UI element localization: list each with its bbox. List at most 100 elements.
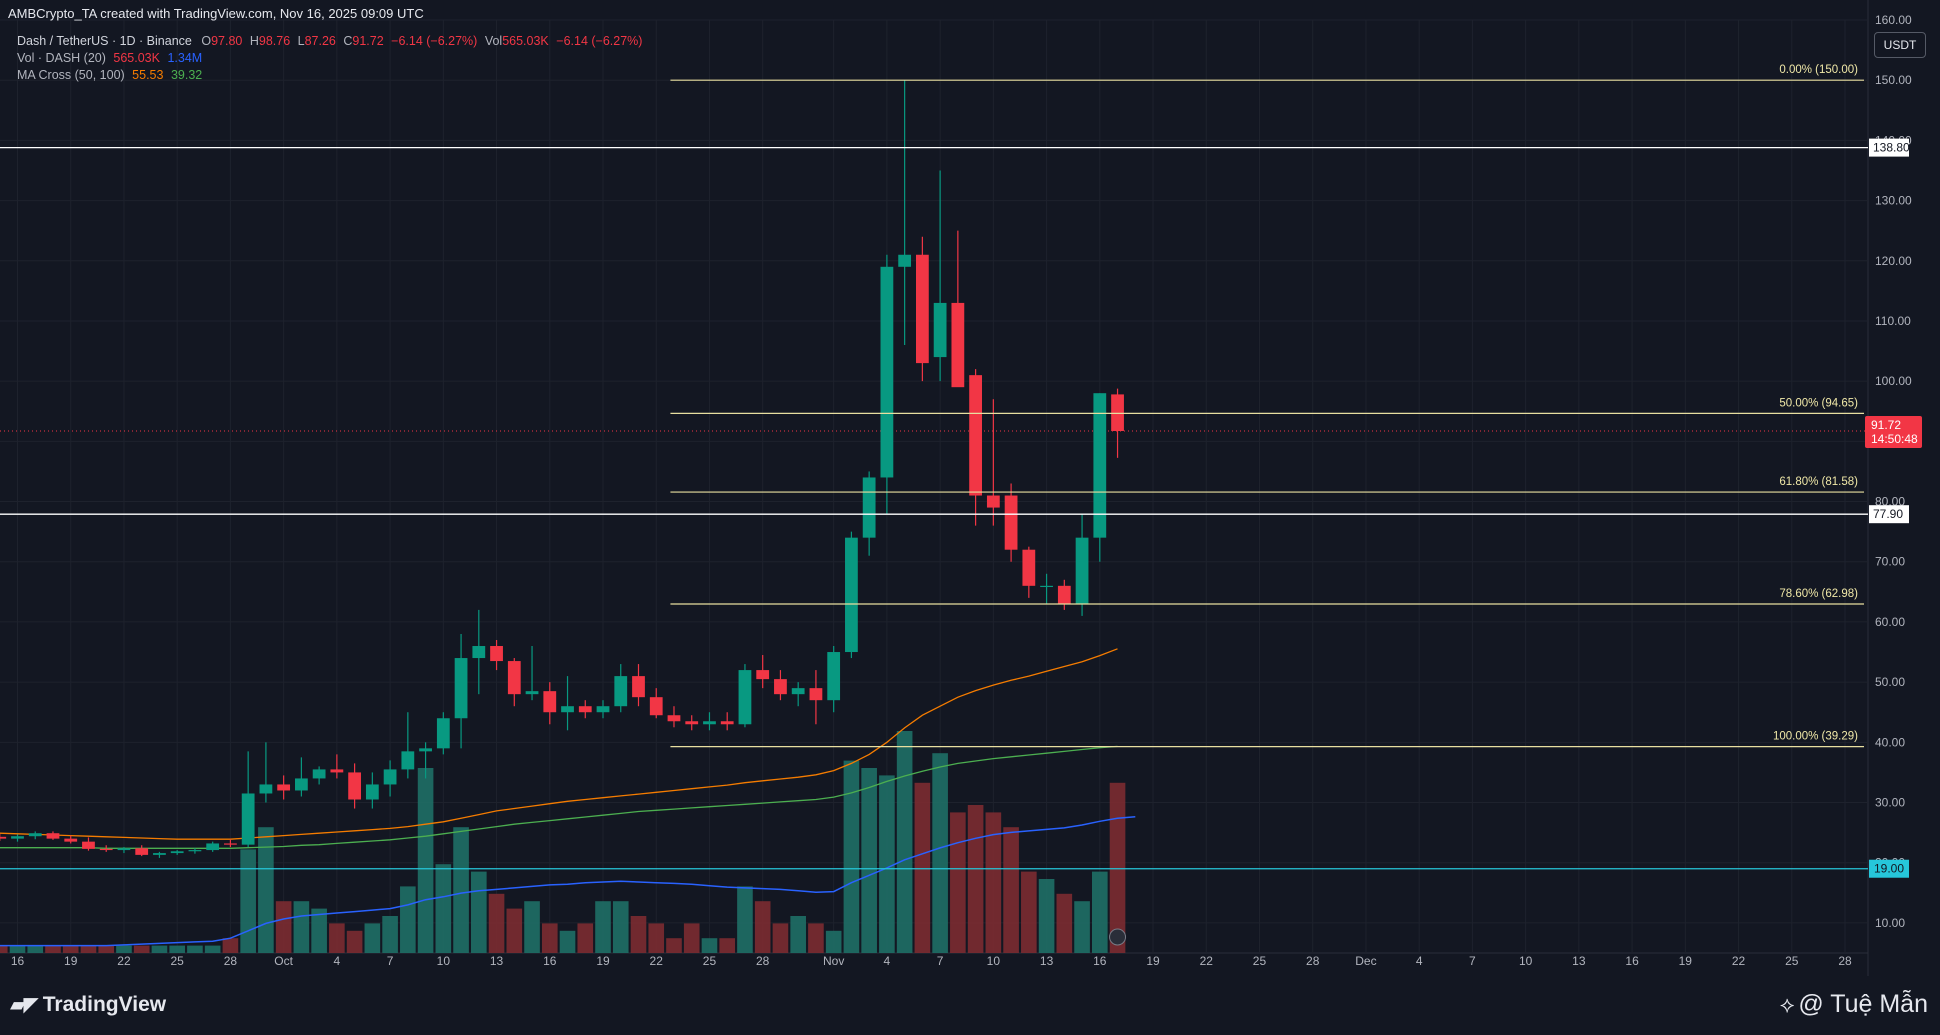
candle xyxy=(756,655,770,689)
volume-bar xyxy=(488,893,505,953)
footer: ▰◤ TradingView ⟡ @ Tuệ Mẫn xyxy=(0,976,1940,1035)
volume-bar xyxy=(861,768,877,953)
candle xyxy=(915,236,929,382)
candle-body xyxy=(1022,549,1036,586)
x-tick-label: 16 xyxy=(1625,954,1639,968)
candle-body xyxy=(720,721,734,725)
candle-body xyxy=(206,843,220,851)
candle-body xyxy=(915,254,929,364)
chart-credit: AMBCrypto_TA created with TradingView.co… xyxy=(8,6,424,21)
vol-change: −6.14 (−6.27%) xyxy=(556,34,643,48)
x-tick-label: 7 xyxy=(937,954,944,968)
x-tick-label: 22 xyxy=(1732,954,1746,968)
volume-legend[interactable]: Vol · DASH (20) 565.03K 1.34M xyxy=(17,51,206,65)
candle-body xyxy=(383,769,397,785)
currency-button[interactable]: USDT xyxy=(1874,32,1926,58)
candle xyxy=(703,712,716,731)
fib-level-label: 100.00% (39.29) xyxy=(1773,731,1858,743)
candle-body xyxy=(1111,394,1124,432)
volume-bar xyxy=(435,864,452,953)
last-price-value: 91.72 xyxy=(1871,418,1901,432)
ma-slow-value: 39.32 xyxy=(170,68,203,82)
volume-bar xyxy=(453,827,469,953)
ma-cross-name: MA Cross (50, 100) xyxy=(17,68,125,82)
candle xyxy=(720,712,734,731)
volume-bar xyxy=(914,782,931,953)
volume-bar xyxy=(240,849,256,953)
candle-body xyxy=(703,721,716,725)
candle xyxy=(11,834,24,842)
candle-body xyxy=(969,375,982,496)
candle xyxy=(1040,573,1053,604)
candle-body xyxy=(862,477,876,538)
candle-body xyxy=(791,688,805,695)
candle xyxy=(880,254,894,514)
candle-body xyxy=(614,676,628,707)
tradingview-logo-icon: ▰◤ xyxy=(10,994,39,1016)
volume-bar xyxy=(879,775,895,953)
symbol-name[interactable]: Dash / TetherUS · 1D · Binance xyxy=(17,34,192,48)
symbol-legend: Dash / TetherUS · 1D · Binance O97.80 H9… xyxy=(17,34,646,48)
x-tick-label: 19 xyxy=(64,954,78,968)
candle xyxy=(543,682,557,725)
candle-body xyxy=(472,646,486,659)
candle xyxy=(898,80,912,346)
volume-bar xyxy=(417,768,434,953)
candle xyxy=(1057,579,1071,610)
candle-body xyxy=(259,784,273,794)
volume-bar xyxy=(275,901,292,953)
candle-body xyxy=(188,850,202,852)
volume-bar xyxy=(967,805,984,953)
volume-bar xyxy=(666,938,682,953)
x-tick-label: 25 xyxy=(171,954,185,968)
candle xyxy=(1004,483,1018,562)
volume-bar xyxy=(1038,879,1055,953)
candles xyxy=(0,80,1124,858)
candle-body xyxy=(986,495,1000,508)
volume-bar xyxy=(258,827,274,953)
volume-bar xyxy=(559,930,576,953)
candle-body xyxy=(419,748,432,752)
volume-bar xyxy=(329,923,345,953)
volume-ma-value: 1.34M xyxy=(167,51,203,65)
volume-bar xyxy=(133,945,150,953)
candle-body xyxy=(117,848,131,851)
candle-body xyxy=(348,772,361,800)
volume-bar xyxy=(524,901,540,953)
candle xyxy=(1111,388,1124,458)
volume-bar xyxy=(116,945,132,953)
price-label-box xyxy=(1869,505,1909,524)
ma-cross-legend[interactable]: MA Cross (50, 100) 55.53 39.32 xyxy=(17,68,206,82)
volume-bar xyxy=(790,916,806,953)
candle-body xyxy=(561,706,574,713)
volume-bar xyxy=(1109,782,1126,953)
close-label: C xyxy=(343,34,353,48)
tradingview-logo[interactable]: ▰◤ TradingView xyxy=(10,992,166,1017)
x-tick-label: 4 xyxy=(884,954,891,968)
x-tick-label: 25 xyxy=(1253,954,1267,968)
vol-label: Vol xyxy=(484,34,503,48)
candle-body xyxy=(46,833,60,839)
candle xyxy=(525,646,539,701)
volume-bar xyxy=(45,945,61,953)
fibonacci-levels: 0.00% (150.00) 50.00% (94.65) 61.80% (81.5… xyxy=(0,64,1868,748)
x-tick-label: 22 xyxy=(117,954,131,968)
x-tick-label: 22 xyxy=(650,954,664,968)
candle xyxy=(64,835,78,844)
price-chart[interactable]: 0.00% (150.00) 50.00% (94.65) 61.80% (81.5… xyxy=(0,0,1940,976)
volume-bar xyxy=(222,938,239,953)
candle-body xyxy=(951,302,965,388)
candle xyxy=(1093,393,1107,562)
high-value: 98.76 xyxy=(258,34,291,48)
candle xyxy=(774,670,787,701)
x-tick-label: 10 xyxy=(987,954,1001,968)
candle xyxy=(0,833,7,842)
candle xyxy=(436,712,450,755)
candle-body xyxy=(312,769,326,779)
candle xyxy=(99,845,113,852)
candle xyxy=(206,841,220,852)
candle-body xyxy=(738,670,752,725)
last-price-box xyxy=(1865,416,1922,449)
candle xyxy=(46,831,60,840)
candle xyxy=(419,742,432,779)
